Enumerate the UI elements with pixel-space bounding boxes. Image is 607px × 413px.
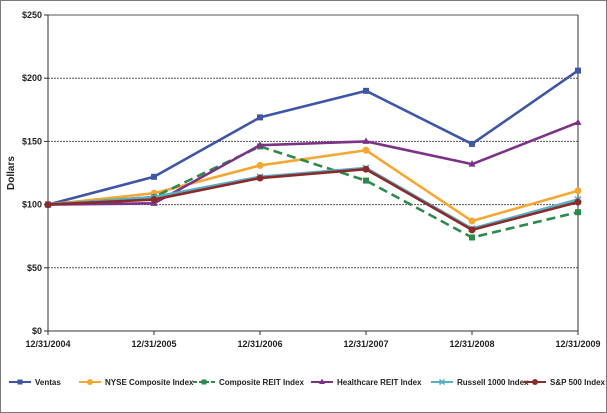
legend-label: Healthcare REIT Index [337,377,422,387]
data-point [362,146,370,154]
legend-swatch [193,379,215,385]
y-tick-label: $0 [32,326,42,336]
data-point [17,379,23,385]
legend-label: NYSE Composite Index [105,377,194,387]
chart-legend: Ventas NYSE Composite Index Composite REIT… [8,375,605,391]
data-point [575,67,581,74]
series-line [47,167,579,232]
y-tick-label: $100 [22,200,42,210]
data-point [87,379,93,385]
series-line [47,69,579,206]
series-line [47,121,579,206]
y-tick-label: $200 [22,73,42,83]
y-tick-label: $150 [22,136,42,146]
data-point [575,209,581,216]
y-tick-label: $50 [27,263,42,273]
legend-swatch [9,379,31,385]
legend-item: Ventas [8,375,61,389]
series-0 [45,67,581,208]
legend-item: S&P 500 Index [523,375,605,389]
data-point [438,378,446,386]
legend-swatch [431,378,453,386]
data-point [532,379,538,385]
legend-item: NYSE Composite Index [78,375,193,389]
data-point [468,226,476,234]
data-point [574,187,582,195]
data-point [257,114,263,121]
legend-swatch [311,378,333,384]
x-tick-label: 12/31/2004 [25,339,70,349]
data-point [574,118,582,125]
legend-label: Ventas [35,377,61,387]
data-point [256,161,264,169]
x-tick-label: 12/31/2005 [131,339,176,349]
data-point [151,173,157,180]
data-point [468,160,476,167]
series-line [47,166,579,230]
data-point [468,217,476,225]
data-point [469,234,475,241]
series-3 [44,118,582,208]
x-tick-label: 12/31/2006 [237,339,282,349]
legend-item: Russell 1000 Index [430,375,529,389]
data-point [201,379,207,385]
data-point [362,165,370,173]
data-point [44,201,52,209]
series-line [47,148,579,223]
legend-swatch [79,379,101,385]
legend-swatch [524,379,546,385]
data-point-stroke [438,378,446,386]
legend-item: Composite REIT Index [192,375,304,389]
data-point [319,378,325,384]
x-tick-label: 12/31/2008 [449,339,494,349]
data-point [469,140,475,147]
x-tick-label: 12/31/2009 [555,339,600,349]
legend-item: Healthcare REIT Index [310,375,421,389]
data-point [362,137,370,144]
data-point [363,177,369,184]
series-5 [44,165,582,234]
data-point [256,174,264,182]
data-point [363,87,369,94]
x-tick-label: 12/31/2007 [343,339,388,349]
legend-label: Russell 1000 Index [457,377,529,387]
data-point [574,198,582,206]
data-point [150,196,158,204]
data-point [256,141,264,148]
y-axis-title: Dollars [6,156,17,190]
legend-label: Composite REIT Index [219,377,304,387]
legend-label: S&P 500 Index [550,377,605,387]
y-tick-label: $250 [22,10,42,20]
